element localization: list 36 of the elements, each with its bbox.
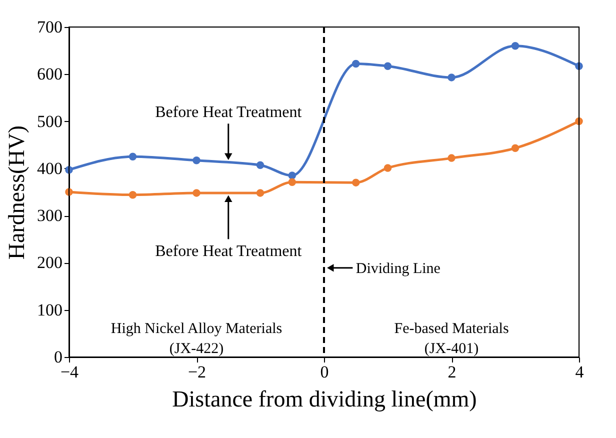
point xyxy=(448,74,456,82)
y-tick-label: 300 xyxy=(37,206,62,226)
point xyxy=(288,178,296,186)
point xyxy=(511,144,520,152)
annotation: Fe-based Materials (JX-401) xyxy=(394,320,509,357)
x-tick-label: 2 xyxy=(448,362,456,382)
point xyxy=(352,178,360,186)
point xyxy=(288,172,296,180)
point xyxy=(511,42,520,50)
annotation: High Nickel Alloy Materials (JX-422) xyxy=(110,320,282,357)
x-tick-label: −4 xyxy=(60,362,80,382)
y-axis-title: Hardness(HV) xyxy=(4,125,29,260)
point xyxy=(128,190,137,199)
x-tick-label: −2 xyxy=(188,362,206,382)
point xyxy=(448,154,456,162)
y-tick-label: 700 xyxy=(37,18,62,36)
point xyxy=(384,62,392,70)
point xyxy=(384,164,392,172)
y-tick-label: 400 xyxy=(37,158,62,178)
y-tick-label: 200 xyxy=(37,253,62,272)
point xyxy=(256,189,264,197)
point xyxy=(192,156,200,164)
annotation: Before Heat Treatment xyxy=(155,242,302,260)
ref-line-label: Dividing Line xyxy=(356,260,441,277)
point xyxy=(256,161,264,169)
x-tick-label: 0 xyxy=(320,362,329,382)
y-tick-label: 500 xyxy=(37,112,62,131)
y-tick-label: 600 xyxy=(37,64,62,84)
point xyxy=(128,152,137,161)
y-tick-label: 100 xyxy=(37,300,62,320)
point xyxy=(352,60,360,68)
annotation: Before Heat Treatment xyxy=(155,104,302,121)
x-tick-label: 4 xyxy=(575,362,584,382)
x-axis-title: Distance from dividing line(mm) xyxy=(172,386,477,412)
y-tick-label: 0 xyxy=(54,348,62,366)
point xyxy=(192,189,200,197)
